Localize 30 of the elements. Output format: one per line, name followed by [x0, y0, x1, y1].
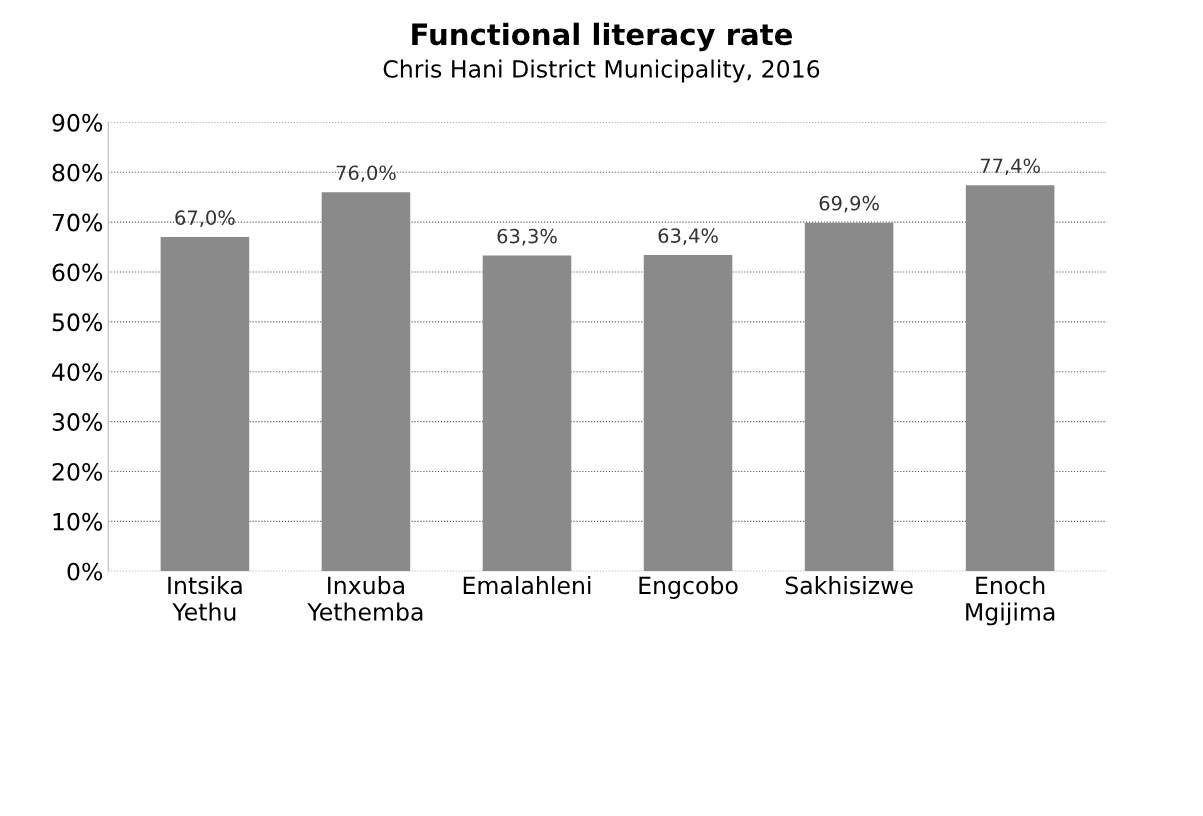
x-tick-label: Sakhisizwe [785, 576, 913, 595]
y-tick-label: 50% [52, 313, 103, 332]
bar [965, 185, 1055, 572]
y-tick-label: 70% [52, 213, 103, 232]
y-tick-label: 30% [52, 413, 103, 431]
data-label: 69,9% [819, 195, 879, 213]
data-label: 76,0% [336, 165, 396, 183]
y-tick-label: 90% [52, 113, 103, 132]
data-label: 63,4% [658, 228, 718, 245]
x-tick-label: Inxuba Yethemba [307, 576, 423, 621]
y-tick-label: 60% [52, 263, 103, 282]
y-tick-label: 40% [52, 363, 103, 382]
bar [321, 192, 411, 572]
x-tick-label: Enoch Mgijima [966, 576, 1055, 626]
x-tick-label: Intsika Yethu [168, 576, 242, 621]
y-tick-label: 80% [52, 163, 103, 182]
bar [160, 237, 250, 572]
chart-subtitle: Chris Hani District Municipality, 2016 [383, 59, 820, 83]
y-tick-label: 0% [67, 562, 103, 581]
y-tick-label: 20% [52, 462, 103, 481]
data-label: 77,4% [980, 158, 1040, 176]
bar [643, 255, 733, 572]
chart-title: Functional literacy rate [412, 22, 793, 52]
x-tick-label: Emalahleni [463, 576, 591, 595]
data-label: 67,0% [175, 210, 235, 227]
bar [804, 222, 894, 572]
y-tick-label: 10% [53, 512, 103, 531]
bar [482, 255, 572, 572]
x-tick-label: Engcobo [639, 576, 738, 599]
data-label: 63,3% [497, 228, 557, 246]
